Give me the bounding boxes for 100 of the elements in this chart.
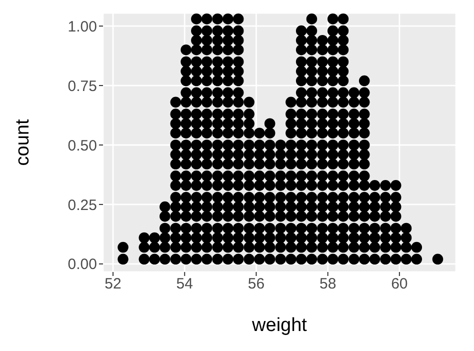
point	[222, 25, 234, 36]
point	[212, 232, 223, 244]
x-tick-label: 60	[391, 276, 408, 293]
point	[212, 96, 223, 108]
point	[275, 149, 286, 160]
point	[338, 44, 349, 56]
point	[191, 149, 202, 160]
point	[201, 34, 212, 46]
point	[338, 118, 349, 129]
point	[212, 170, 223, 182]
point	[191, 44, 202, 56]
point	[390, 192, 402, 203]
point	[160, 232, 170, 244]
point	[264, 242, 276, 253]
point	[380, 192, 391, 203]
point	[306, 87, 318, 98]
point	[369, 242, 380, 253]
point	[191, 201, 202, 212]
point	[254, 201, 265, 212]
point	[254, 192, 265, 203]
point	[170, 96, 182, 108]
point	[348, 158, 360, 170]
point	[244, 108, 254, 120]
point	[201, 14, 212, 24]
point	[296, 232, 307, 244]
point	[327, 140, 338, 150]
point	[180, 108, 192, 120]
point	[232, 108, 244, 120]
point	[348, 242, 360, 253]
point	[296, 25, 307, 36]
point	[348, 87, 360, 98]
x-tick-label: 52	[104, 276, 122, 293]
point	[317, 254, 328, 265]
point	[180, 201, 192, 212]
point	[201, 128, 212, 139]
point	[327, 87, 338, 98]
point	[180, 210, 192, 222]
point	[286, 232, 296, 244]
point	[275, 201, 286, 212]
point	[390, 210, 402, 222]
point	[380, 180, 391, 191]
point	[275, 192, 286, 203]
point	[327, 210, 338, 222]
point	[380, 242, 391, 253]
point	[212, 66, 223, 77]
point	[212, 210, 223, 222]
point	[232, 180, 244, 191]
point	[222, 180, 234, 191]
point	[338, 108, 349, 120]
point	[317, 75, 328, 86]
point	[327, 34, 338, 46]
point	[286, 108, 296, 120]
point	[317, 34, 328, 46]
point	[201, 170, 212, 182]
point	[358, 75, 370, 86]
point	[180, 87, 192, 98]
point	[306, 232, 318, 244]
point	[317, 118, 328, 129]
y-tick-label: 0.50	[68, 137, 97, 154]
point	[369, 222, 380, 234]
point	[222, 118, 234, 129]
point	[380, 201, 391, 212]
point	[138, 232, 150, 244]
point	[212, 25, 223, 36]
point	[191, 118, 202, 129]
point	[222, 192, 234, 203]
point	[327, 201, 338, 212]
point	[244, 254, 254, 265]
point	[264, 180, 276, 191]
point	[118, 242, 128, 253]
point	[244, 118, 254, 129]
point	[296, 118, 307, 129]
point	[390, 254, 402, 265]
y-tick-label: 0.00	[68, 256, 97, 274]
point	[232, 201, 244, 212]
point	[201, 222, 212, 234]
point	[191, 56, 202, 68]
point	[306, 96, 318, 108]
point	[306, 201, 318, 212]
point	[327, 44, 338, 56]
point	[317, 192, 328, 203]
point	[358, 96, 370, 108]
point	[222, 75, 234, 86]
x-tick-label: 56	[248, 276, 265, 293]
point	[338, 56, 349, 68]
point	[286, 118, 296, 129]
point	[264, 140, 276, 150]
point	[222, 14, 234, 24]
point	[264, 170, 276, 182]
point	[118, 254, 128, 265]
point	[254, 128, 265, 139]
point	[296, 201, 307, 212]
point	[212, 108, 223, 120]
point	[180, 75, 192, 86]
point	[317, 108, 328, 120]
point	[327, 158, 338, 170]
point	[212, 140, 223, 150]
point	[317, 66, 328, 77]
point	[244, 96, 254, 108]
point	[296, 75, 307, 86]
